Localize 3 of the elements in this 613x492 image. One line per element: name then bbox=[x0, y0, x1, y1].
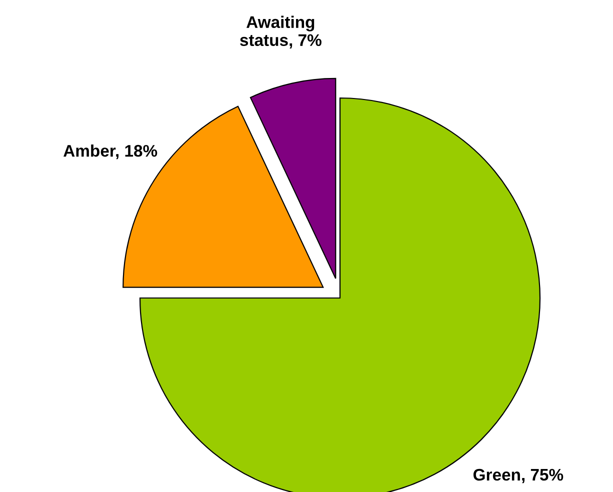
slice-label: Awaiting status, 7% bbox=[240, 16, 322, 48]
slice-label: Green, 75% bbox=[473, 468, 564, 484]
slice-label: Amber, 18% bbox=[64, 144, 158, 160]
